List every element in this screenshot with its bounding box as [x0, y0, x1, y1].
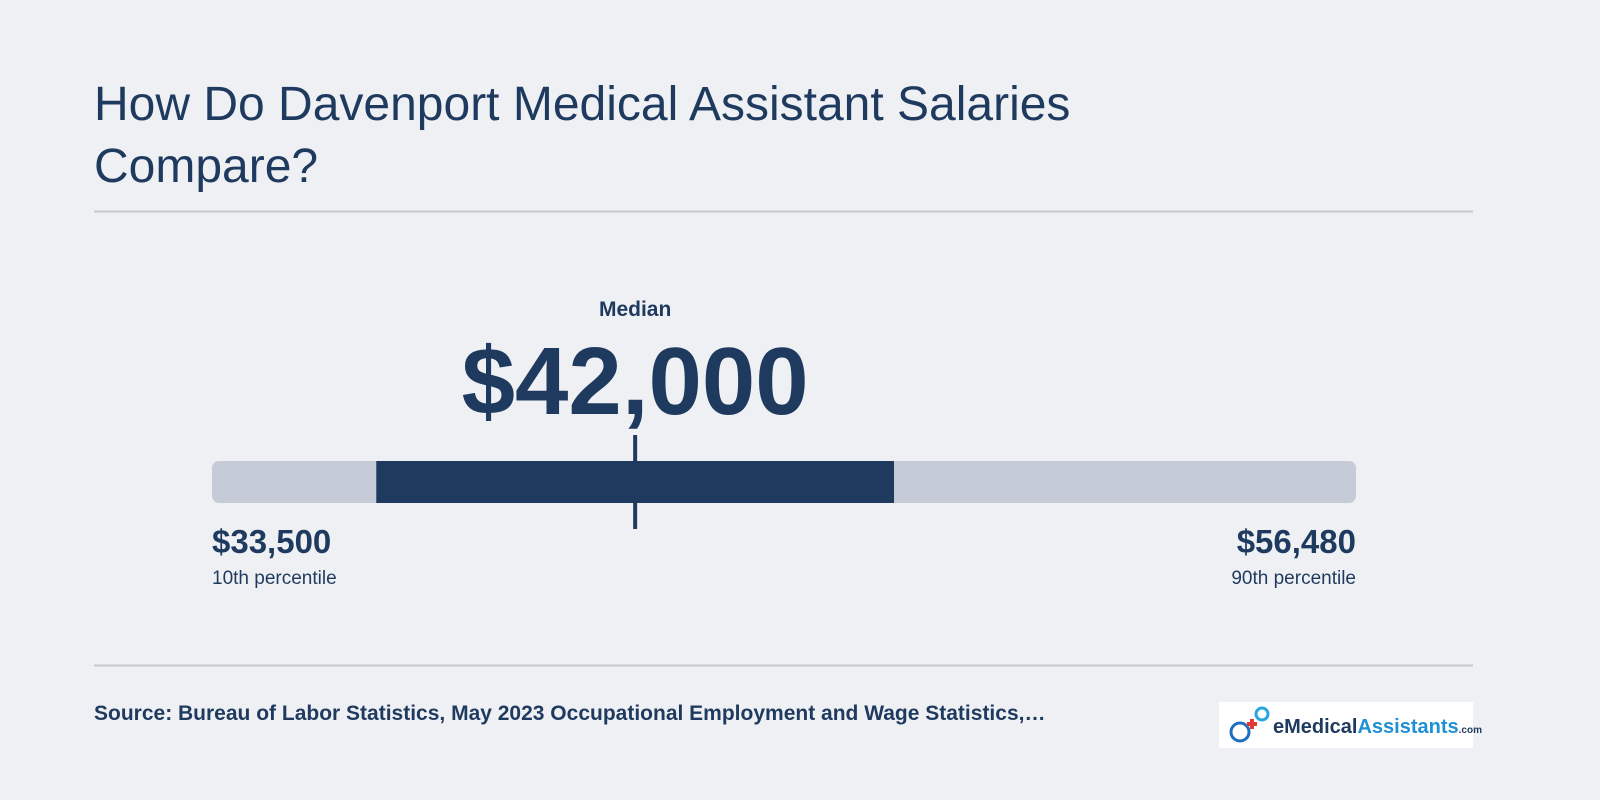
low-caption: 10th percentile — [212, 568, 337, 589]
logo-box — [1219, 702, 1473, 748]
median-value: $42,000 — [462, 328, 809, 435]
source: Source: Bureau of Labor Statistics, May … — [94, 702, 1045, 725]
logo-part: .com — [1459, 725, 1482, 736]
high-caption: 90th percentile — [1231, 568, 1356, 589]
title: How Do Davenport Medical Assistant Salar… — [94, 78, 1071, 193]
logo-part: eMedical — [1273, 716, 1357, 738]
logo-icon — [1247, 719, 1257, 729]
median-caption: Median — [599, 298, 671, 321]
logo-icon — [1254, 706, 1270, 722]
high-value: $56,480 — [1237, 523, 1356, 560]
logo-part: Assistants — [1357, 716, 1458, 738]
logo-text: eMedicalAssistants.com — [1273, 716, 1482, 738]
logo-icon — [1229, 721, 1251, 743]
low-value: $33,500 — [212, 523, 331, 560]
